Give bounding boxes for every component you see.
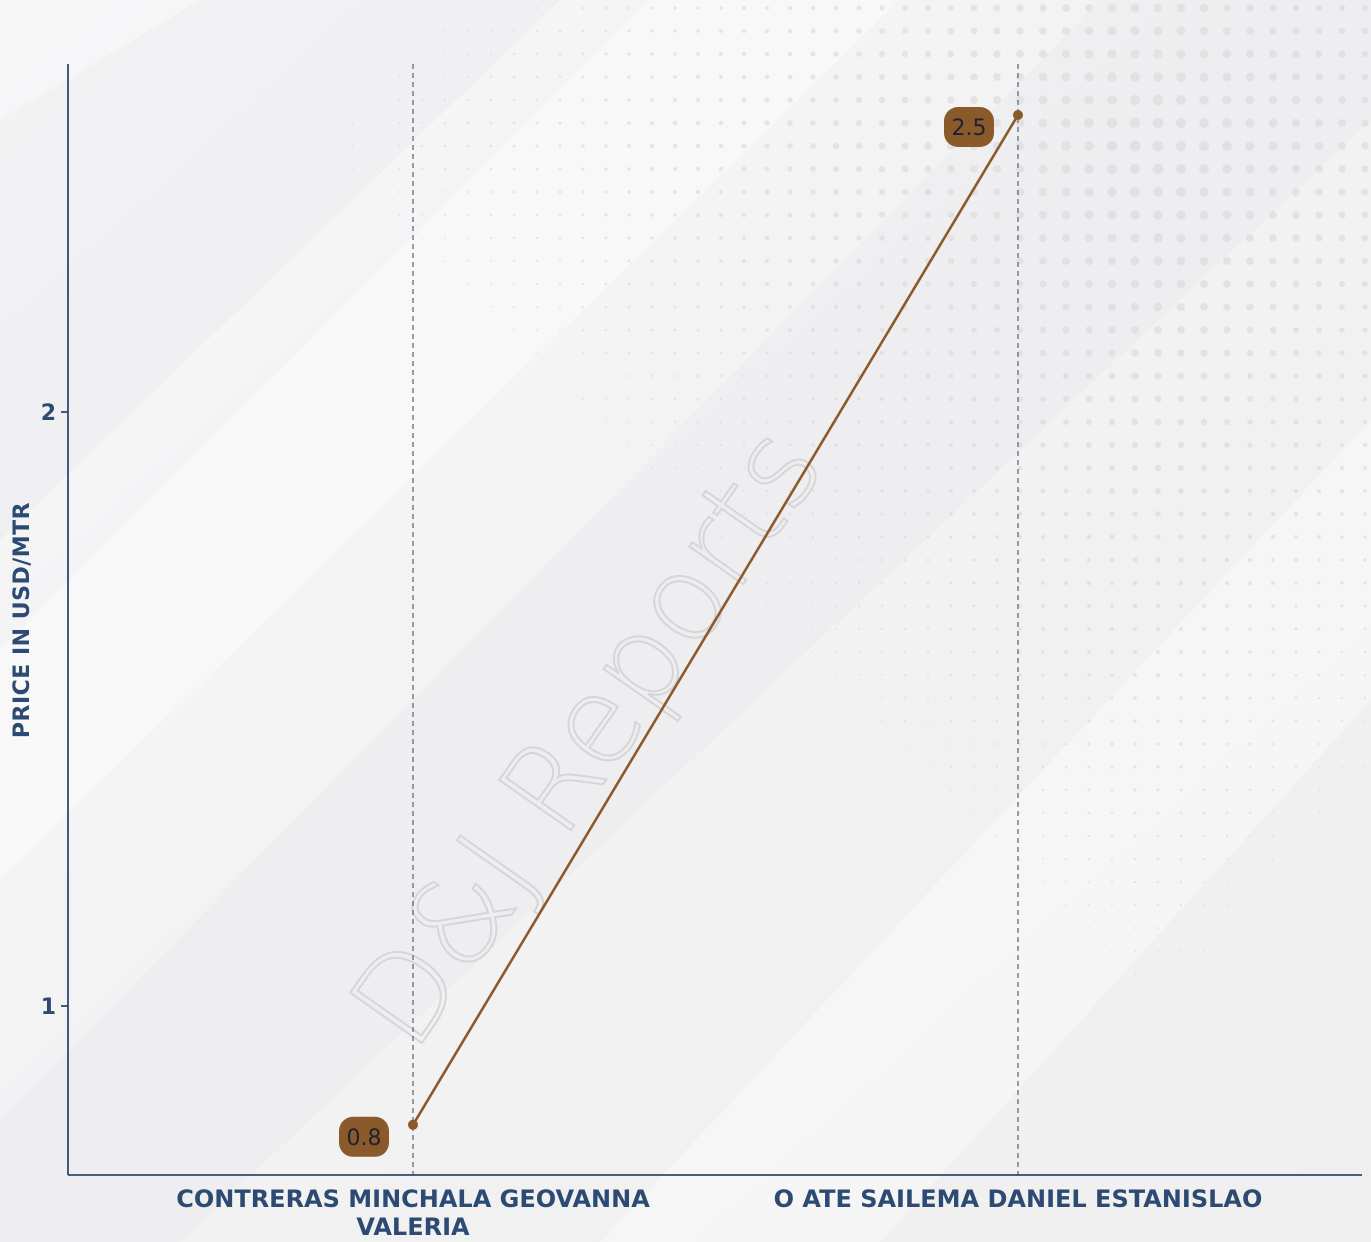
series-line [411,114,1020,1126]
data-label: 2.5 [952,116,987,141]
data-label: 0.8 [347,1126,382,1151]
x-category-labels: CONTRERAS MINCHALA GEOVANNA VALERIA O ATE … [176,1185,1262,1241]
data-label-box [944,107,994,147]
watermark-text: D&J Reports [323,402,850,1071]
series [408,110,1023,1130]
data-point [408,1119,418,1130]
x-category-label: O ATE SAILEMA DANIEL ESTANISLAO [774,1185,1263,1213]
data-point [1013,110,1023,120]
y-tick-label: 2 [41,401,56,426]
watermark: D&J Reports [322,401,851,1072]
y-ticks: 12 [41,401,68,1020]
y-axis-label: PRICE IN USD/MTR [10,502,35,738]
y-tick-label: 1 [41,995,56,1020]
x-category-label: CONTRERAS MINCHALA GEOVANNA VALERIA [176,1185,650,1241]
data-label-box [339,1116,389,1157]
axes [67,64,1362,1176]
data-labels: 0.8 2.5 [339,107,994,1157]
